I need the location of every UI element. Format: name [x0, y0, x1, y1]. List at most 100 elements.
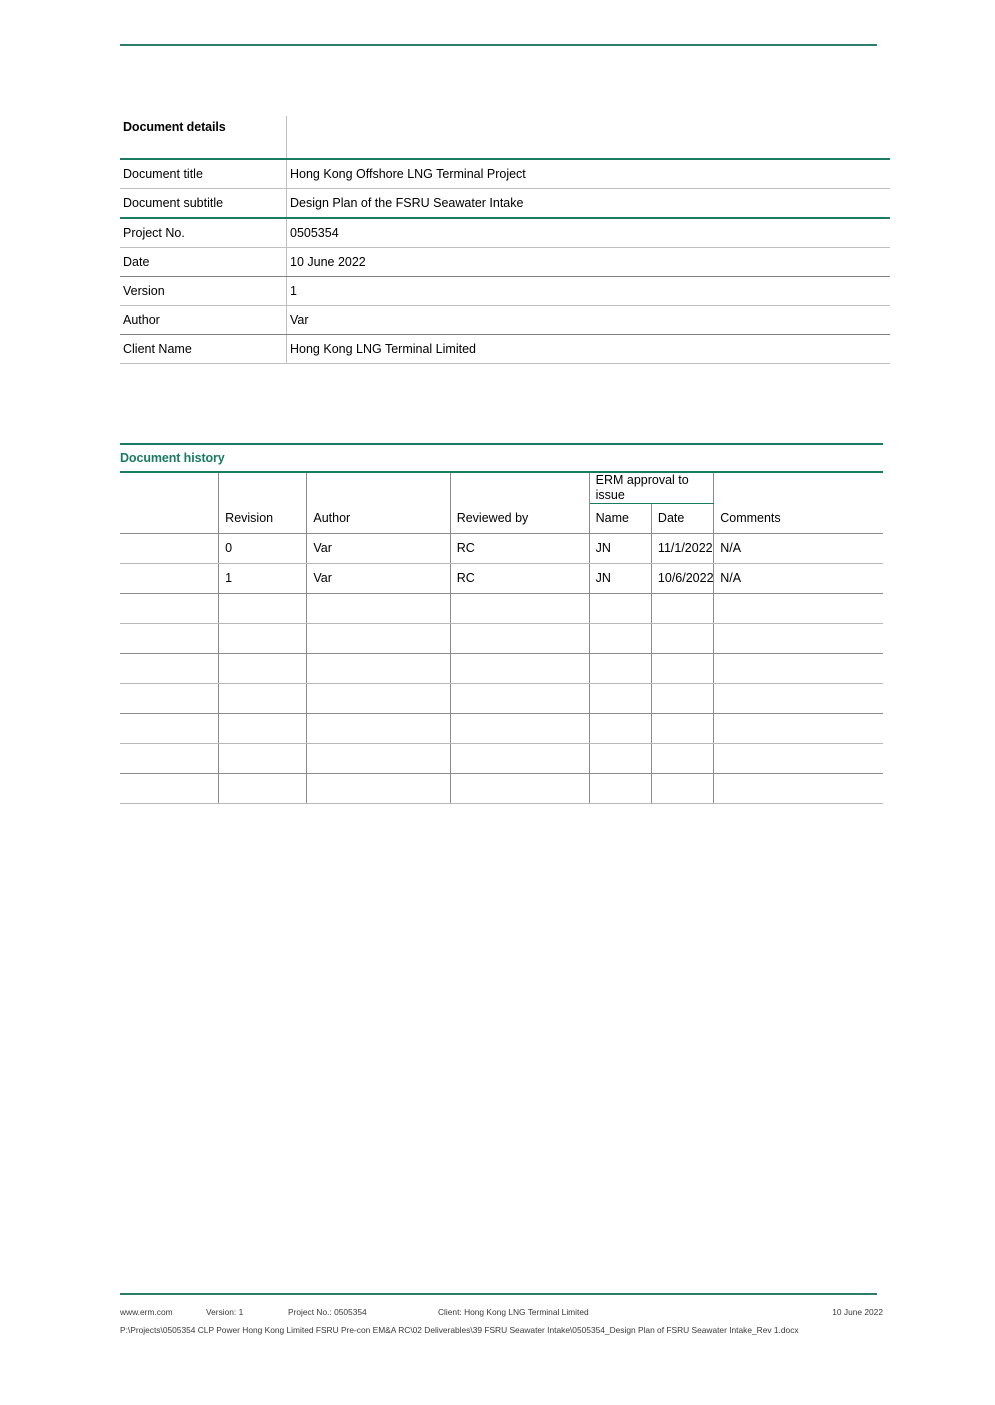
cell-name: JN: [589, 533, 652, 564]
cell-empty: [713, 743, 883, 774]
row-label-project-no: Project No.: [120, 218, 287, 248]
cell-empty: [218, 593, 308, 624]
cell-empty: [218, 713, 308, 744]
table-row: Author Var: [120, 305, 890, 335]
cell-empty: [218, 683, 308, 714]
cell-empty: [713, 713, 883, 744]
row-label-document-subtitle: Document subtitle: [120, 188, 287, 219]
table-row: Client Name Hong Kong LNG Terminal Limit…: [120, 334, 890, 364]
cell-empty: [651, 653, 715, 684]
cell-empty: [218, 623, 308, 654]
cell-empty: [651, 683, 715, 714]
cell-empty: [306, 623, 451, 654]
document-history-table: ERM approval to issue Revision Author Re…: [120, 471, 883, 804]
cell-empty: [589, 623, 652, 654]
row-value-client-name: Hong Kong LNG Terminal Limited: [286, 334, 890, 364]
cell-author: Var: [306, 533, 451, 564]
table-row: Project No. 0505354: [120, 218, 890, 248]
table-row-heading: Document details: [120, 116, 890, 160]
row-label-date: Date: [120, 247, 287, 277]
cell-empty: [713, 593, 883, 624]
cell-empty: [120, 593, 220, 624]
table-row: Version 1: [120, 276, 890, 306]
page-footer: www.erm.com Version: 1 Project No.: 0505…: [120, 1306, 883, 1337]
row-value-version: 1: [286, 276, 890, 306]
cell-empty: [450, 713, 590, 744]
column-header-revision: Revision: [218, 503, 308, 534]
table-row-empty: [120, 593, 883, 624]
row-label-client-name: Client Name: [120, 334, 287, 364]
cell-empty: [306, 743, 451, 774]
footer-meta-line: www.erm.com Version: 1 Project No.: 0505…: [120, 1306, 883, 1319]
row-label-document-title: Document title: [120, 159, 287, 189]
cell-empty: [450, 743, 590, 774]
table-row-empty: [120, 683, 883, 714]
row-value-document-title: Hong Kong Offshore LNG Terminal Project: [286, 159, 890, 189]
footer-version: Version: 1: [206, 1307, 244, 1317]
cell-empty: [450, 653, 590, 684]
document-history-section: Document history ERM approval to issue R…: [120, 443, 883, 804]
row-label-author: Author: [120, 305, 287, 335]
cell-reviewed-by: RC: [450, 563, 590, 594]
column-header-comments: Comments: [713, 503, 883, 534]
cell-empty: [589, 773, 652, 804]
cell-empty: [306, 683, 451, 714]
cell-empty: [450, 683, 590, 714]
table-row: Document subtitle Design Plan of the FSR…: [120, 188, 890, 219]
group-header-blank-0: [120, 471, 220, 504]
footer-date: 10 June 2022: [832, 1307, 883, 1317]
table-row: 0 Var RC JN 11/1/2022 N/A: [120, 533, 883, 564]
table-row-empty: [120, 743, 883, 774]
cell-empty: [713, 653, 883, 684]
cell-empty: [306, 593, 451, 624]
cell-empty: [306, 773, 451, 804]
document-details-heading-spacer: [286, 116, 890, 160]
footer-rule: [120, 1293, 877, 1295]
cell-empty: [120, 743, 220, 774]
group-header-blank-6: [713, 471, 883, 504]
cell-empty: [450, 773, 590, 804]
cell-empty: [713, 773, 883, 804]
cell-empty: [218, 773, 308, 804]
cell-empty: [589, 683, 652, 714]
row-value-date: 10 June 2022: [286, 247, 890, 277]
cell-blank: [120, 563, 220, 594]
cell-empty: [306, 713, 451, 744]
cell-empty: [450, 593, 590, 624]
cell-empty: [120, 623, 220, 654]
cell-author: Var: [306, 563, 451, 594]
row-value-author: Var: [286, 305, 890, 335]
table-row: Date 10 June 2022: [120, 247, 890, 277]
cell-blank: [120, 533, 220, 564]
cell-empty: [450, 623, 590, 654]
footer-website[interactable]: www.erm.com: [120, 1307, 173, 1317]
cell-empty: [120, 653, 220, 684]
column-header-name: Name: [589, 503, 652, 534]
cell-revision: 1: [218, 563, 308, 594]
cell-name: JN: [589, 563, 652, 594]
cell-empty: [120, 683, 220, 714]
header-rule: [120, 44, 877, 46]
row-value-document-subtitle: Design Plan of the FSRU Seawater Intake: [286, 188, 890, 219]
table-row-empty: [120, 653, 883, 684]
cell-empty: [651, 743, 715, 774]
table-row: Document title Hong Kong Offshore LNG Te…: [120, 159, 890, 189]
cell-empty: [651, 713, 715, 744]
group-header-blank-2: [306, 471, 451, 504]
cell-comments: N/A: [713, 563, 883, 594]
cell-empty: [120, 713, 220, 744]
cell-empty: [651, 593, 715, 624]
column-header-0: [120, 503, 220, 534]
cell-comments: N/A: [713, 533, 883, 564]
table-row-empty: [120, 623, 883, 654]
cell-empty: [713, 623, 883, 654]
table-row-header: Revision Author Reviewed by Name Date Co…: [120, 503, 883, 534]
cell-empty: [713, 683, 883, 714]
row-label-version: Version: [120, 276, 287, 306]
group-header-blank-3: [450, 471, 590, 504]
footer-client: Client: Hong Kong LNG Terminal Limited: [438, 1307, 589, 1317]
cell-empty: [589, 593, 652, 624]
group-header-blank-1: [218, 471, 308, 504]
cell-reviewed-by: RC: [450, 533, 590, 564]
